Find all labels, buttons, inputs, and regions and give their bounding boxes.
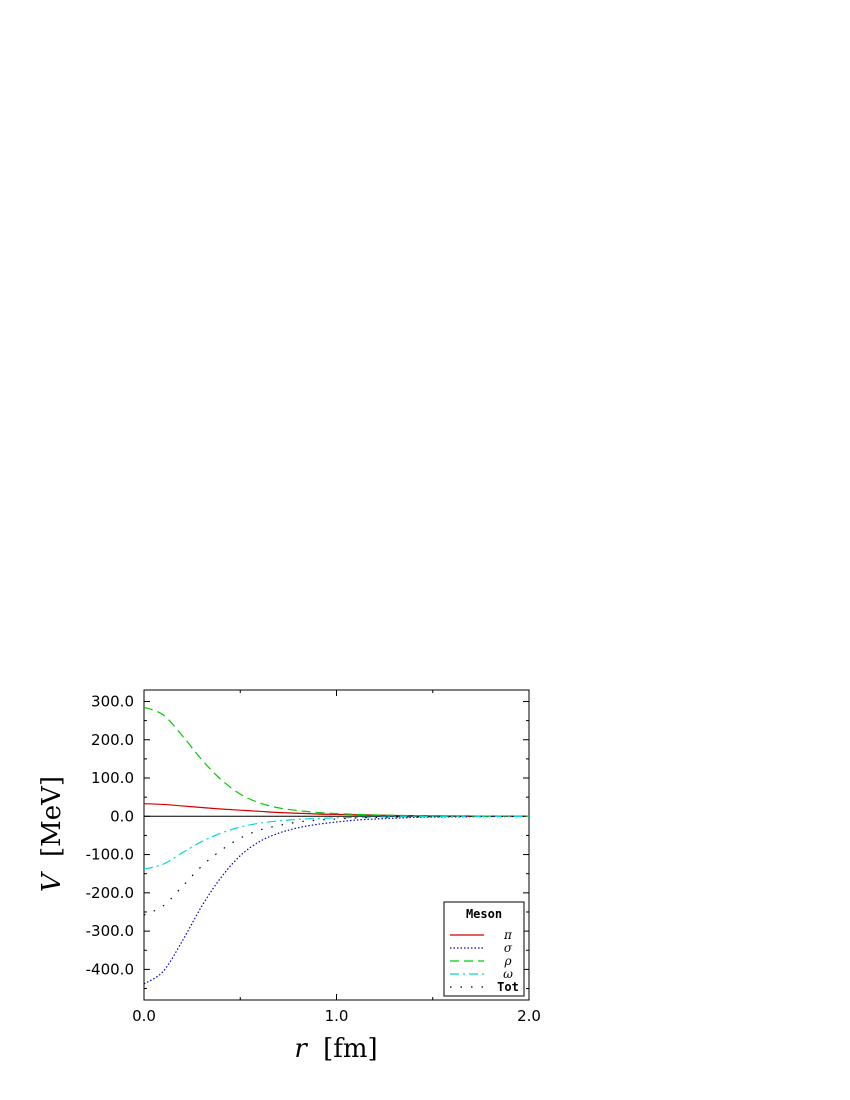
x-tick-label: 1.0 bbox=[325, 1007, 349, 1025]
legend-box bbox=[443, 901, 525, 997]
y-tick-label: 200.0 bbox=[91, 731, 134, 749]
y-tick-label: 300.0 bbox=[91, 692, 134, 710]
legend-label: ρ bbox=[503, 954, 511, 968]
y-axis-variable: V bbox=[37, 871, 67, 892]
legend-title: Meson bbox=[466, 907, 502, 921]
series-lines bbox=[143, 706, 530, 985]
y-tick-label: -300.0 bbox=[86, 922, 134, 940]
y-axis-unit: [MeV] bbox=[37, 776, 67, 857]
x-tick-label: 0.0 bbox=[132, 1007, 156, 1025]
series-line-4 bbox=[143, 815, 530, 916]
y-tick-label: -100.0 bbox=[86, 846, 134, 864]
legend-label: σ bbox=[504, 941, 513, 955]
legend-label: π bbox=[503, 928, 513, 942]
x-axis-unit: [fm] bbox=[323, 1034, 378, 1064]
x-axis-variable: r bbox=[294, 1034, 308, 1064]
legend-label: ω bbox=[503, 967, 513, 981]
y-axis-title: V [MeV] bbox=[37, 776, 67, 892]
y-tick-label: 0.0 bbox=[110, 807, 134, 825]
tick-labels: 300.0 200.0 100.0 0.0 -100.0 -200.0 -300.0 -400… bbox=[86, 692, 541, 1025]
series-line-3 bbox=[143, 815, 530, 870]
x-tick-label: 2.0 bbox=[517, 1007, 541, 1025]
x-axis-title: r [fm] bbox=[294, 1034, 377, 1064]
legend-label: Tot bbox=[497, 980, 519, 994]
y-tick-label: -400.0 bbox=[86, 960, 134, 978]
y-tick-label: -200.0 bbox=[86, 884, 134, 902]
y-tick-label: 100.0 bbox=[91, 769, 134, 787]
series-line-0 bbox=[143, 803, 530, 817]
series-line-2 bbox=[143, 706, 530, 817]
